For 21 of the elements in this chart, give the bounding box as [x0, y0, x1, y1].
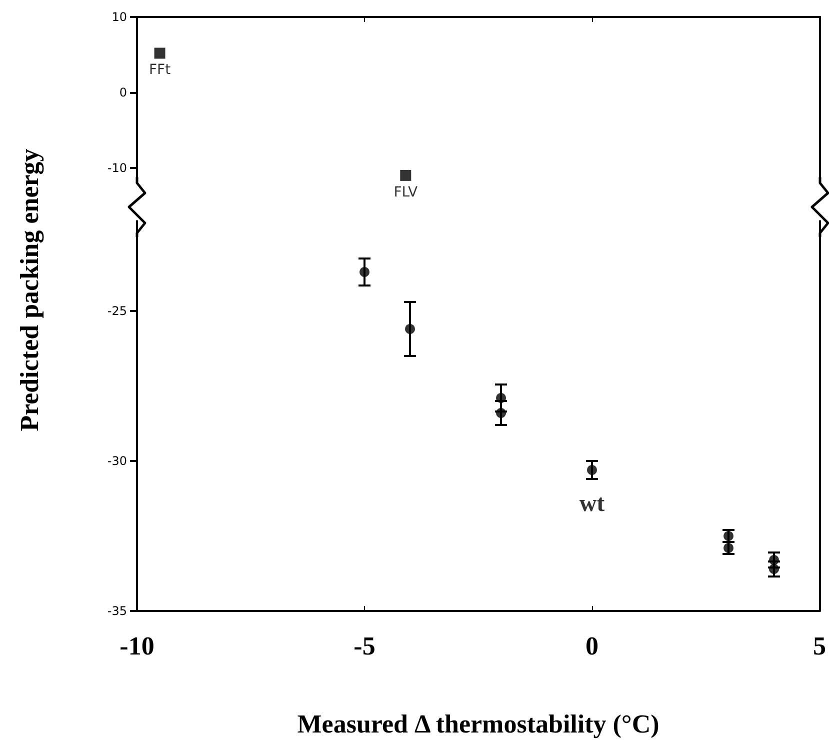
- point: [769, 564, 779, 574]
- y-axis-title: Predicted packing energy: [15, 148, 45, 432]
- x-axis-title: Measured Δ thermostability (°C): [297, 710, 660, 738]
- x-tick-label: -5: [354, 632, 376, 660]
- point: [769, 555, 779, 565]
- point: [496, 408, 506, 418]
- y-tick-label: -30: [107, 454, 127, 468]
- y-tick-label: 10: [112, 10, 127, 24]
- annotation: FLV: [394, 184, 418, 200]
- annotation: wt: [579, 491, 605, 517]
- annotation: FFt: [148, 62, 172, 78]
- x-tick-label: 0: [586, 632, 598, 660]
- y-tick-label: -25: [107, 304, 127, 318]
- point: [360, 267, 370, 277]
- point: [405, 324, 415, 334]
- y-tick-label: -10: [107, 160, 127, 175]
- y-tick-label: 0: [119, 85, 127, 100]
- y-tick-label: -35: [107, 604, 127, 618]
- point: [496, 393, 506, 403]
- x-tick-label: 5: [813, 632, 826, 660]
- point: [587, 465, 597, 475]
